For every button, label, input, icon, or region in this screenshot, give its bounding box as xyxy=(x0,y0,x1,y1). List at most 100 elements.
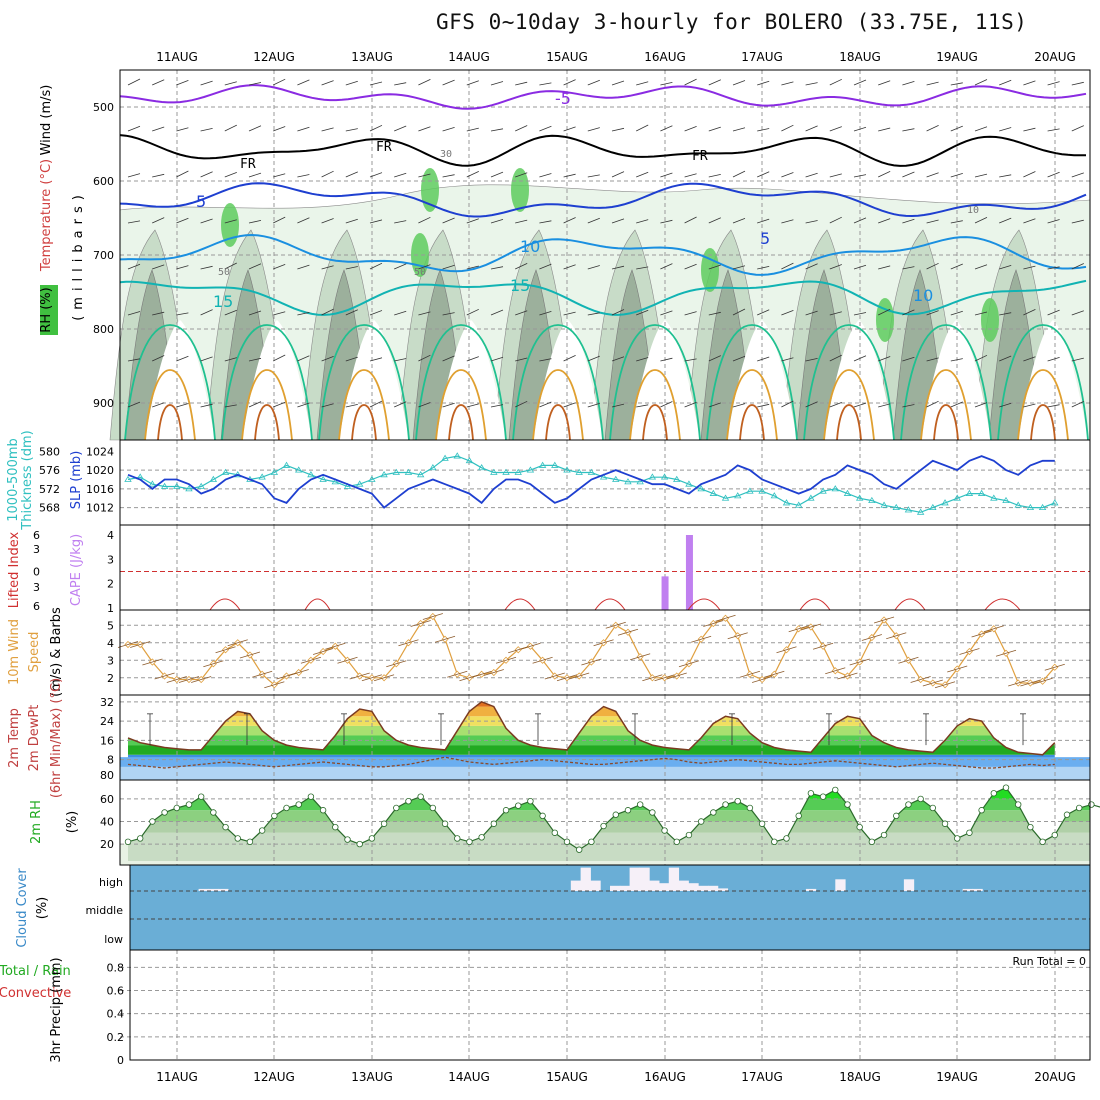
wind-barb xyxy=(248,220,262,224)
thickness-marker xyxy=(221,468,230,475)
wind-barb xyxy=(248,310,262,316)
profile-panel: -5 5 5 10 10 15 15 FR FR FR 50 50 30 10 500 600 700 800 90… xyxy=(39,69,1091,441)
rh-high-patch xyxy=(981,298,999,342)
wind-barb xyxy=(321,265,334,270)
wind-barb xyxy=(781,357,794,362)
freezing-label: FR xyxy=(240,157,256,172)
rh-marker xyxy=(1063,811,1071,818)
rh-marker xyxy=(307,793,315,800)
rh-marker xyxy=(258,827,266,834)
wind-barb xyxy=(466,356,479,362)
axis-label: Cloud Cover xyxy=(15,868,30,948)
thickness-marker xyxy=(1014,501,1022,508)
wind10-barb xyxy=(349,672,370,680)
wind-barb xyxy=(442,79,455,86)
wind-barb xyxy=(926,125,939,132)
li-curve xyxy=(894,598,926,611)
temp-contour-30 xyxy=(1030,404,1056,441)
rh-marker xyxy=(344,836,351,843)
rh-marker xyxy=(1075,804,1083,812)
temp-contour-20 xyxy=(706,324,798,441)
run-total: Run Total = 0 xyxy=(1013,955,1087,968)
temp-contour-20 xyxy=(318,324,410,441)
rh-marker xyxy=(295,801,302,808)
temp-contour-20 xyxy=(900,324,992,441)
thickness-marker xyxy=(1002,496,1010,503)
wind-barb xyxy=(297,174,310,178)
cape-tick: 3 xyxy=(107,553,114,566)
thickness-marker xyxy=(270,468,279,475)
wind-barb xyxy=(297,126,310,132)
rh-panel: 20 40 60 2m RH (%) xyxy=(29,779,1100,866)
wind-barb xyxy=(224,124,237,132)
wind-barb xyxy=(853,312,867,316)
wind-barb xyxy=(757,403,770,408)
thickness-marker xyxy=(453,452,461,459)
wind-barb xyxy=(490,81,504,86)
wind10-barb xyxy=(898,656,919,664)
wind-barb xyxy=(902,171,915,178)
wind-barb xyxy=(176,312,189,316)
wind-barb xyxy=(1047,219,1060,224)
wind-barb xyxy=(805,401,818,408)
wind-barb xyxy=(321,170,334,178)
temp-contour-5 xyxy=(119,182,1087,218)
wind-barb xyxy=(369,219,383,224)
wind-barb xyxy=(974,217,988,224)
rh-marker xyxy=(929,804,937,812)
y-tick: 500 xyxy=(93,101,114,114)
wind-barb xyxy=(224,309,237,316)
wind-barb xyxy=(660,401,673,408)
axis-label: (m/s) & Barbs xyxy=(49,607,64,697)
wind10-barb xyxy=(812,642,834,650)
rh-high-patch xyxy=(511,168,529,212)
wind-barb xyxy=(273,264,286,270)
cloud-high-bar xyxy=(668,867,680,891)
li-curve xyxy=(687,598,721,611)
wind-barb xyxy=(152,217,165,224)
y-tick: 900 xyxy=(93,397,114,410)
rh-marker xyxy=(563,838,571,846)
rh-marker xyxy=(783,835,790,842)
wind10-barb xyxy=(1008,679,1029,687)
wind-barb xyxy=(805,82,818,86)
wind10-barb xyxy=(215,646,236,654)
wind-barb xyxy=(200,356,213,362)
thickness-marker xyxy=(490,468,498,475)
wind-barb xyxy=(708,79,721,86)
wind-barb xyxy=(708,174,721,178)
rh-high-patch xyxy=(221,203,239,247)
rh-marker xyxy=(978,807,985,814)
wind10-barb xyxy=(825,667,846,675)
thickness-marker xyxy=(831,485,839,492)
axis-label: Speed xyxy=(27,632,42,673)
cloud-high-bar xyxy=(198,888,209,891)
wind-barb xyxy=(176,127,189,132)
wind-barb xyxy=(926,262,939,270)
rh-marker xyxy=(771,838,778,846)
temp-contour-25 xyxy=(629,369,681,441)
wind10-barb xyxy=(837,672,858,680)
wind-barb xyxy=(902,404,915,408)
thickness-marker xyxy=(307,471,315,478)
axis-label: 3hr Precip (mm) xyxy=(49,957,64,1062)
wind10-barb xyxy=(410,620,431,627)
wind-barb xyxy=(853,79,867,86)
wind-barb xyxy=(273,78,286,86)
thickness-marker xyxy=(624,478,632,485)
dry-core xyxy=(1018,320,1088,440)
rh-marker xyxy=(868,838,876,846)
wind-barb xyxy=(611,403,625,408)
wind-barb xyxy=(878,127,891,132)
wind-barb xyxy=(853,402,867,408)
wind-barb xyxy=(418,173,431,178)
wind-barb xyxy=(345,266,358,270)
wind10-barb xyxy=(264,681,285,689)
wind-barb xyxy=(563,402,576,408)
cloud-high-bar xyxy=(649,880,660,891)
wind-barb xyxy=(636,219,649,224)
li-tick: 3 xyxy=(33,581,40,594)
wind-barb xyxy=(660,172,673,178)
rh-marker xyxy=(393,804,400,812)
wind-barb xyxy=(297,312,310,316)
